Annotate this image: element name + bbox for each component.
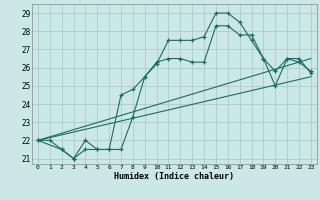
X-axis label: Humidex (Indice chaleur): Humidex (Indice chaleur) [115,172,234,181]
